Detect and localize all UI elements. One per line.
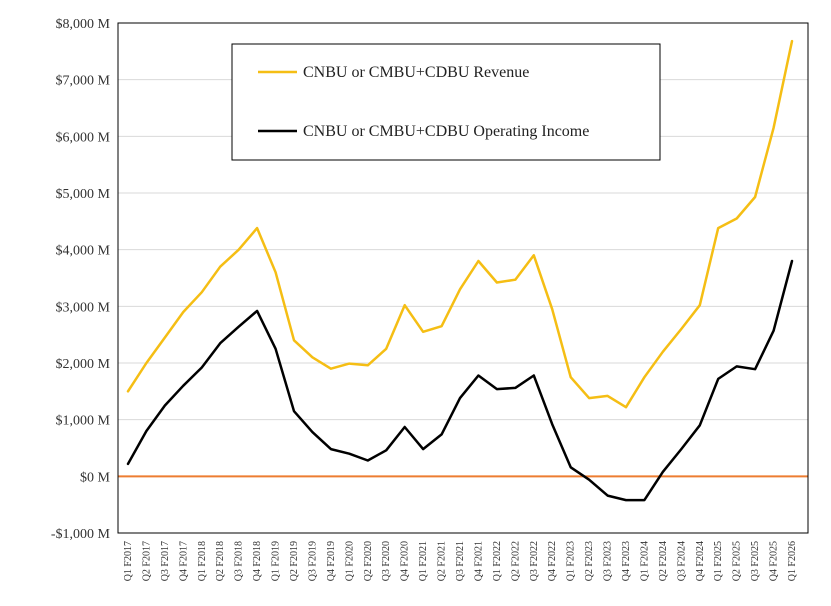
plot-area-border bbox=[117, 22, 809, 534]
y-tick-label: -$1,000 M bbox=[51, 527, 111, 542]
x-tick-label: Q4 F2018 bbox=[252, 541, 263, 581]
x-tick-label: Q2 F2020 bbox=[363, 541, 374, 581]
x-tick-label: Q1 F2024 bbox=[639, 541, 650, 581]
x-tick-label: Q2 F2023 bbox=[584, 541, 595, 581]
x-tick-label: Q3 F2021 bbox=[455, 541, 466, 581]
x-tick-label: Q2 F2025 bbox=[732, 541, 743, 581]
legend-box bbox=[231, 43, 661, 161]
operating-income-line bbox=[126, 259, 794, 502]
y-tick-label: $5,000 M bbox=[56, 187, 111, 202]
x-tick-label: Q4 F2020 bbox=[400, 541, 411, 581]
x-tick-label: Q3 F2020 bbox=[381, 541, 392, 581]
y-tick-label: $0 M bbox=[80, 470, 111, 485]
x-tick-label: Q4 F2021 bbox=[473, 541, 484, 581]
x-tick-label: Q4 F2017 bbox=[178, 541, 189, 581]
x-tick-label: Q4 F2019 bbox=[326, 541, 337, 581]
x-tick-label: Q2 F2024 bbox=[658, 541, 669, 581]
x-axis-tick-labels: Q1 F2017 Q2 F2017 Q3 F2017 Q4 F2017 Q1 F2018… bbox=[123, 541, 798, 581]
legend-label-operating-income: CNBU or CMBU+CDBU Operating Income bbox=[303, 123, 589, 140]
x-tick-label: Q2 F2021 bbox=[437, 541, 448, 581]
x-tick-label: Q3 F2022 bbox=[529, 541, 540, 581]
legend-label-revenue: CNBU or CMBU+CDBU Revenue bbox=[303, 64, 529, 81]
x-tick-label: Q1 F2022 bbox=[492, 541, 503, 581]
x-tick-label: Q2 F2018 bbox=[215, 541, 226, 581]
series-lines bbox=[126, 39, 794, 502]
x-tick-label: Q4 F2022 bbox=[547, 541, 558, 581]
x-tick-label: Q3 F2025 bbox=[750, 541, 761, 581]
x-tick-label: Q3 F2017 bbox=[160, 541, 171, 581]
x-tick-label: Q1 F2023 bbox=[566, 541, 577, 581]
x-tick-label: Q4 F2025 bbox=[769, 541, 780, 581]
y-tick-label: $1,000 M bbox=[56, 414, 111, 429]
x-tick-label: Q1 F2018 bbox=[197, 541, 208, 581]
y-tick-label: $8,000 M bbox=[56, 17, 111, 32]
x-tick-label: Q1 F2025 bbox=[713, 541, 724, 581]
y-tick-label: $4,000 M bbox=[56, 244, 111, 259]
x-tick-label: Q1 F2020 bbox=[344, 541, 355, 581]
y-tick-label: $6,000 M bbox=[56, 130, 111, 145]
x-tick-label: Q2 F2022 bbox=[510, 541, 521, 581]
x-tick-label: Q1 F2026 bbox=[787, 541, 798, 581]
y-tick-label: $3,000 M bbox=[56, 300, 111, 315]
x-tick-label: Q3 F2023 bbox=[603, 541, 614, 581]
x-tick-label: Q1 F2017 bbox=[123, 541, 134, 581]
x-tick-label: Q4 F2024 bbox=[695, 541, 706, 581]
x-tick-label: Q4 F2023 bbox=[621, 541, 632, 581]
x-tick-label: Q2 F2017 bbox=[141, 541, 152, 581]
x-tick-label: Q1 F2021 bbox=[418, 541, 429, 581]
x-tick-label: Q3 F2019 bbox=[307, 541, 318, 581]
x-tick-label: Q3 F2018 bbox=[234, 541, 245, 581]
revenue-line bbox=[126, 39, 794, 409]
y-tick-label: $2,000 M bbox=[56, 357, 111, 372]
x-tick-label: Q2 F2019 bbox=[289, 541, 300, 581]
legend: CNBU or CMBU+CDBU Revenue CNBU or CMBU+C… bbox=[231, 43, 661, 161]
y-tick-label: $7,000 M bbox=[56, 74, 111, 89]
x-tick-label: Q3 F2024 bbox=[676, 541, 687, 581]
x-tick-label: Q1 F2019 bbox=[271, 541, 282, 581]
y-axis-tick-labels: -$1,000 M $0 M $1,000 M $2,000 M $3,000 M $4,… bbox=[51, 17, 111, 542]
